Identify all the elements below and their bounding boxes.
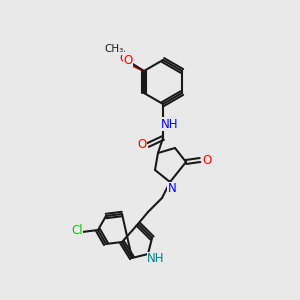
Text: O: O — [123, 53, 133, 67]
Text: N: N — [168, 182, 176, 196]
Text: Cl: Cl — [71, 224, 83, 238]
Text: NH: NH — [147, 253, 165, 266]
Text: O: O — [137, 137, 147, 151]
Text: O: O — [202, 154, 211, 166]
Text: NH: NH — [161, 118, 179, 130]
Text: O: O — [119, 52, 129, 65]
Text: CH₃: CH₃ — [104, 44, 124, 54]
